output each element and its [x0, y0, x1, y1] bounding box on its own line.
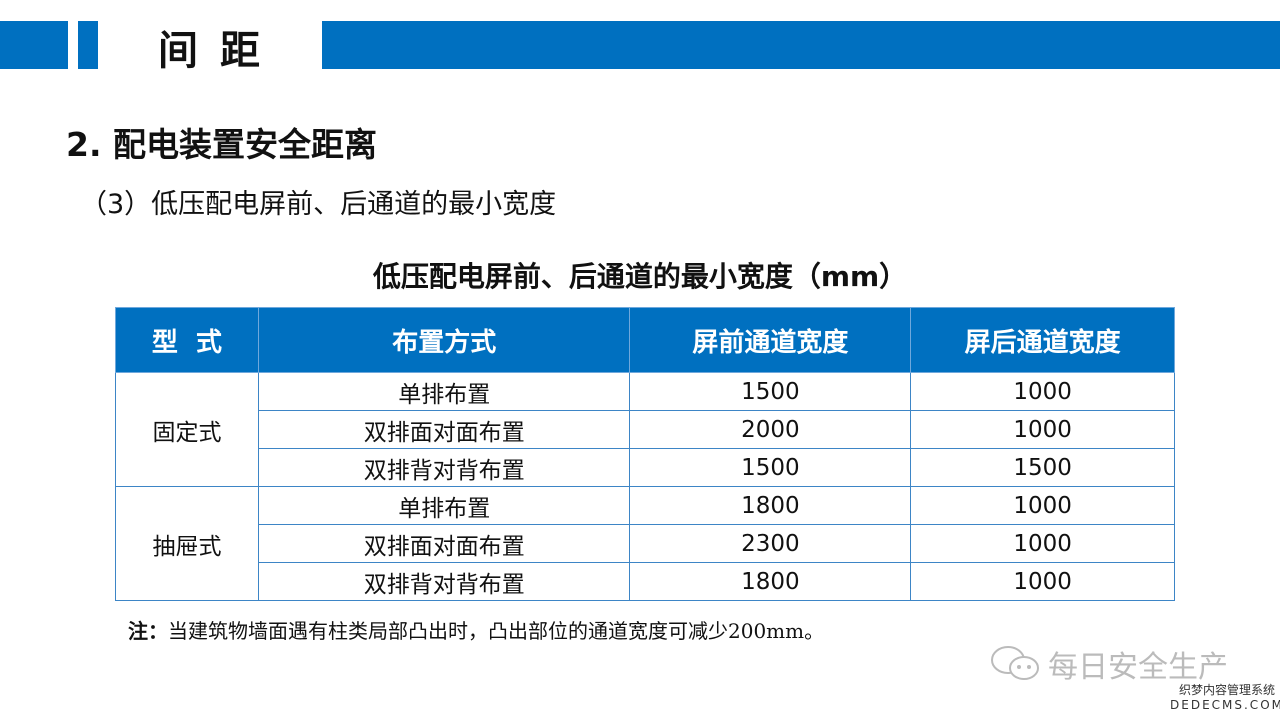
table-note: 注：当建筑物墙面遇有柱类局部凸出时，凸出部位的通道宽度可减少200mm。: [128, 615, 824, 644]
layout-cell: 双排背对背布置: [257, 448, 631, 487]
site-watermark: 织梦内容管理系统 DEDECMS.COM: [1170, 683, 1280, 713]
col-header: 布置方式: [257, 307, 631, 373]
note-text: 当建筑物墙面遇有柱类局部凸出时，凸出部位的通道宽度可减少200mm。: [168, 619, 825, 643]
type-cell: 抽屉式: [115, 486, 259, 601]
layout-cell: 双排背对背布置: [257, 562, 631, 601]
rear-width-cell: 1000: [910, 562, 1175, 601]
table-row: 双排面对面布置 2300 1000: [116, 524, 1175, 563]
rear-width-cell: 1000: [910, 524, 1175, 563]
watermark-text: 每日安全生产: [1048, 650, 1228, 685]
layout-cell: 双排面对面布置: [257, 410, 631, 449]
table-row: 双排背对背布置 1800 1000: [116, 562, 1175, 601]
layout-cell: 双排面对面布置: [257, 524, 631, 563]
type-cell: 固定式: [115, 372, 259, 487]
watermark: 每日安全生产: [990, 642, 1228, 686]
table-row: 抽屉式 单排布置 1800 1000: [115, 486, 1175, 601]
distance-table: 型 式 布置方式 屏前通道宽度 屏后通道宽度 固定式 单排布置 1500 1000 双排…: [115, 307, 1175, 601]
table-header-row: 型 式 布置方式 屏前通道宽度 屏后通道宽度: [115, 307, 1175, 373]
table-row: 固定式 单排布置 1500 1000: [115, 372, 1175, 487]
header-bar-left: [0, 21, 68, 69]
front-width-cell: 2300: [629, 524, 912, 563]
col-header: 屏前通道宽度: [629, 307, 912, 373]
note-label: 注：: [128, 619, 168, 643]
col-header: 型 式: [115, 307, 259, 373]
subheading: （3）低压配电屏前、后通道的最小宽度: [80, 189, 557, 220]
header-bar-small: [78, 21, 98, 69]
front-width-cell: 1500: [629, 372, 912, 411]
layout-cell: 单排布置: [257, 372, 631, 411]
rear-width-cell: 1000: [910, 410, 1175, 449]
section-heading: 2. 配电装置安全距离: [66, 125, 377, 164]
rear-width-cell: 1000: [910, 372, 1175, 411]
site-name-en: DEDECMS.COM: [1170, 698, 1280, 712]
wechat-icon: [991, 646, 1039, 680]
front-width-cell: 1500: [629, 448, 912, 487]
header-bar-right: [322, 21, 1280, 69]
rear-width-cell: 1500: [910, 448, 1175, 487]
front-width-cell: 1800: [629, 486, 912, 525]
table-caption: 低压配电屏前、后通道的最小宽度（mm）: [372, 260, 908, 293]
table-row: 双排背对背布置 1500 1500: [116, 448, 1175, 487]
front-width-cell: 1800: [629, 562, 912, 601]
front-width-cell: 2000: [629, 410, 912, 449]
col-header: 屏后通道宽度: [910, 307, 1175, 373]
site-name-cn: 织梦内容管理系统: [1178, 683, 1275, 697]
rear-width-cell: 1000: [910, 486, 1175, 525]
layout-cell: 单排布置: [257, 486, 631, 525]
table-row: 双排面对面布置 2000 1000: [116, 410, 1175, 449]
slide-title: 间距: [158, 28, 282, 74]
